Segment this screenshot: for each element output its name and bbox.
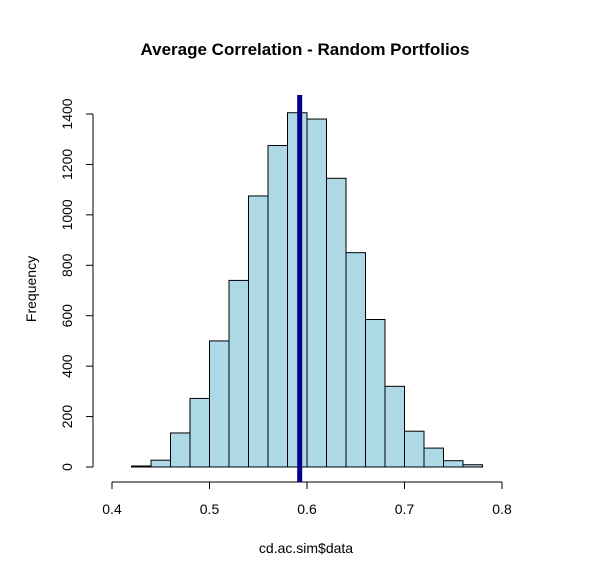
histogram-bars <box>131 112 483 468</box>
histogram-bar <box>228 279 249 468</box>
y-tick-label: 1200 <box>59 149 75 180</box>
x-tick-label: 0.7 <box>395 501 415 517</box>
histogram-bar <box>131 465 152 468</box>
histogram-bar <box>345 252 366 468</box>
y-tick-label: 1000 <box>59 199 75 230</box>
y-tick-label: 800 <box>59 253 75 277</box>
y-tick-label: 600 <box>59 304 75 328</box>
histogram-bar <box>443 460 464 468</box>
y-tick-label: 400 <box>59 354 75 378</box>
histogram-bar <box>384 385 405 468</box>
histogram-bar <box>248 195 269 468</box>
y-axis-label: Frequency <box>23 256 39 322</box>
y-tick-label: 200 <box>59 405 75 429</box>
y-tick-label: 0 <box>59 463 75 471</box>
histogram-bar <box>462 464 483 468</box>
histogram-bar <box>306 118 327 468</box>
x-tick-label: 0.6 <box>297 501 317 517</box>
x-tick-label: 0.4 <box>102 501 122 517</box>
histogram-bar <box>365 318 386 468</box>
histogram-bar <box>150 459 171 468</box>
histogram-bar <box>404 430 425 468</box>
histogram-bar <box>326 177 347 468</box>
y-axis: 0 200 400 600 800 1000 1200 1400 <box>59 98 94 471</box>
x-axis: 0.4 0.5 0.6 0.7 0.8 <box>102 481 512 517</box>
histogram-bar <box>267 145 288 468</box>
x-tick-label: 0.5 <box>200 501 220 517</box>
histogram-bar <box>423 447 444 468</box>
x-axis-label: cd.ac.sim$data <box>259 540 353 556</box>
chart-title: Average Correlation - Random Portfolios <box>140 40 469 59</box>
histogram-bar <box>170 432 191 468</box>
x-tick-label: 0.8 <box>492 501 512 517</box>
histogram-bar <box>189 397 210 468</box>
histogram-bar <box>209 340 230 468</box>
y-tick-label: 1400 <box>59 98 75 129</box>
